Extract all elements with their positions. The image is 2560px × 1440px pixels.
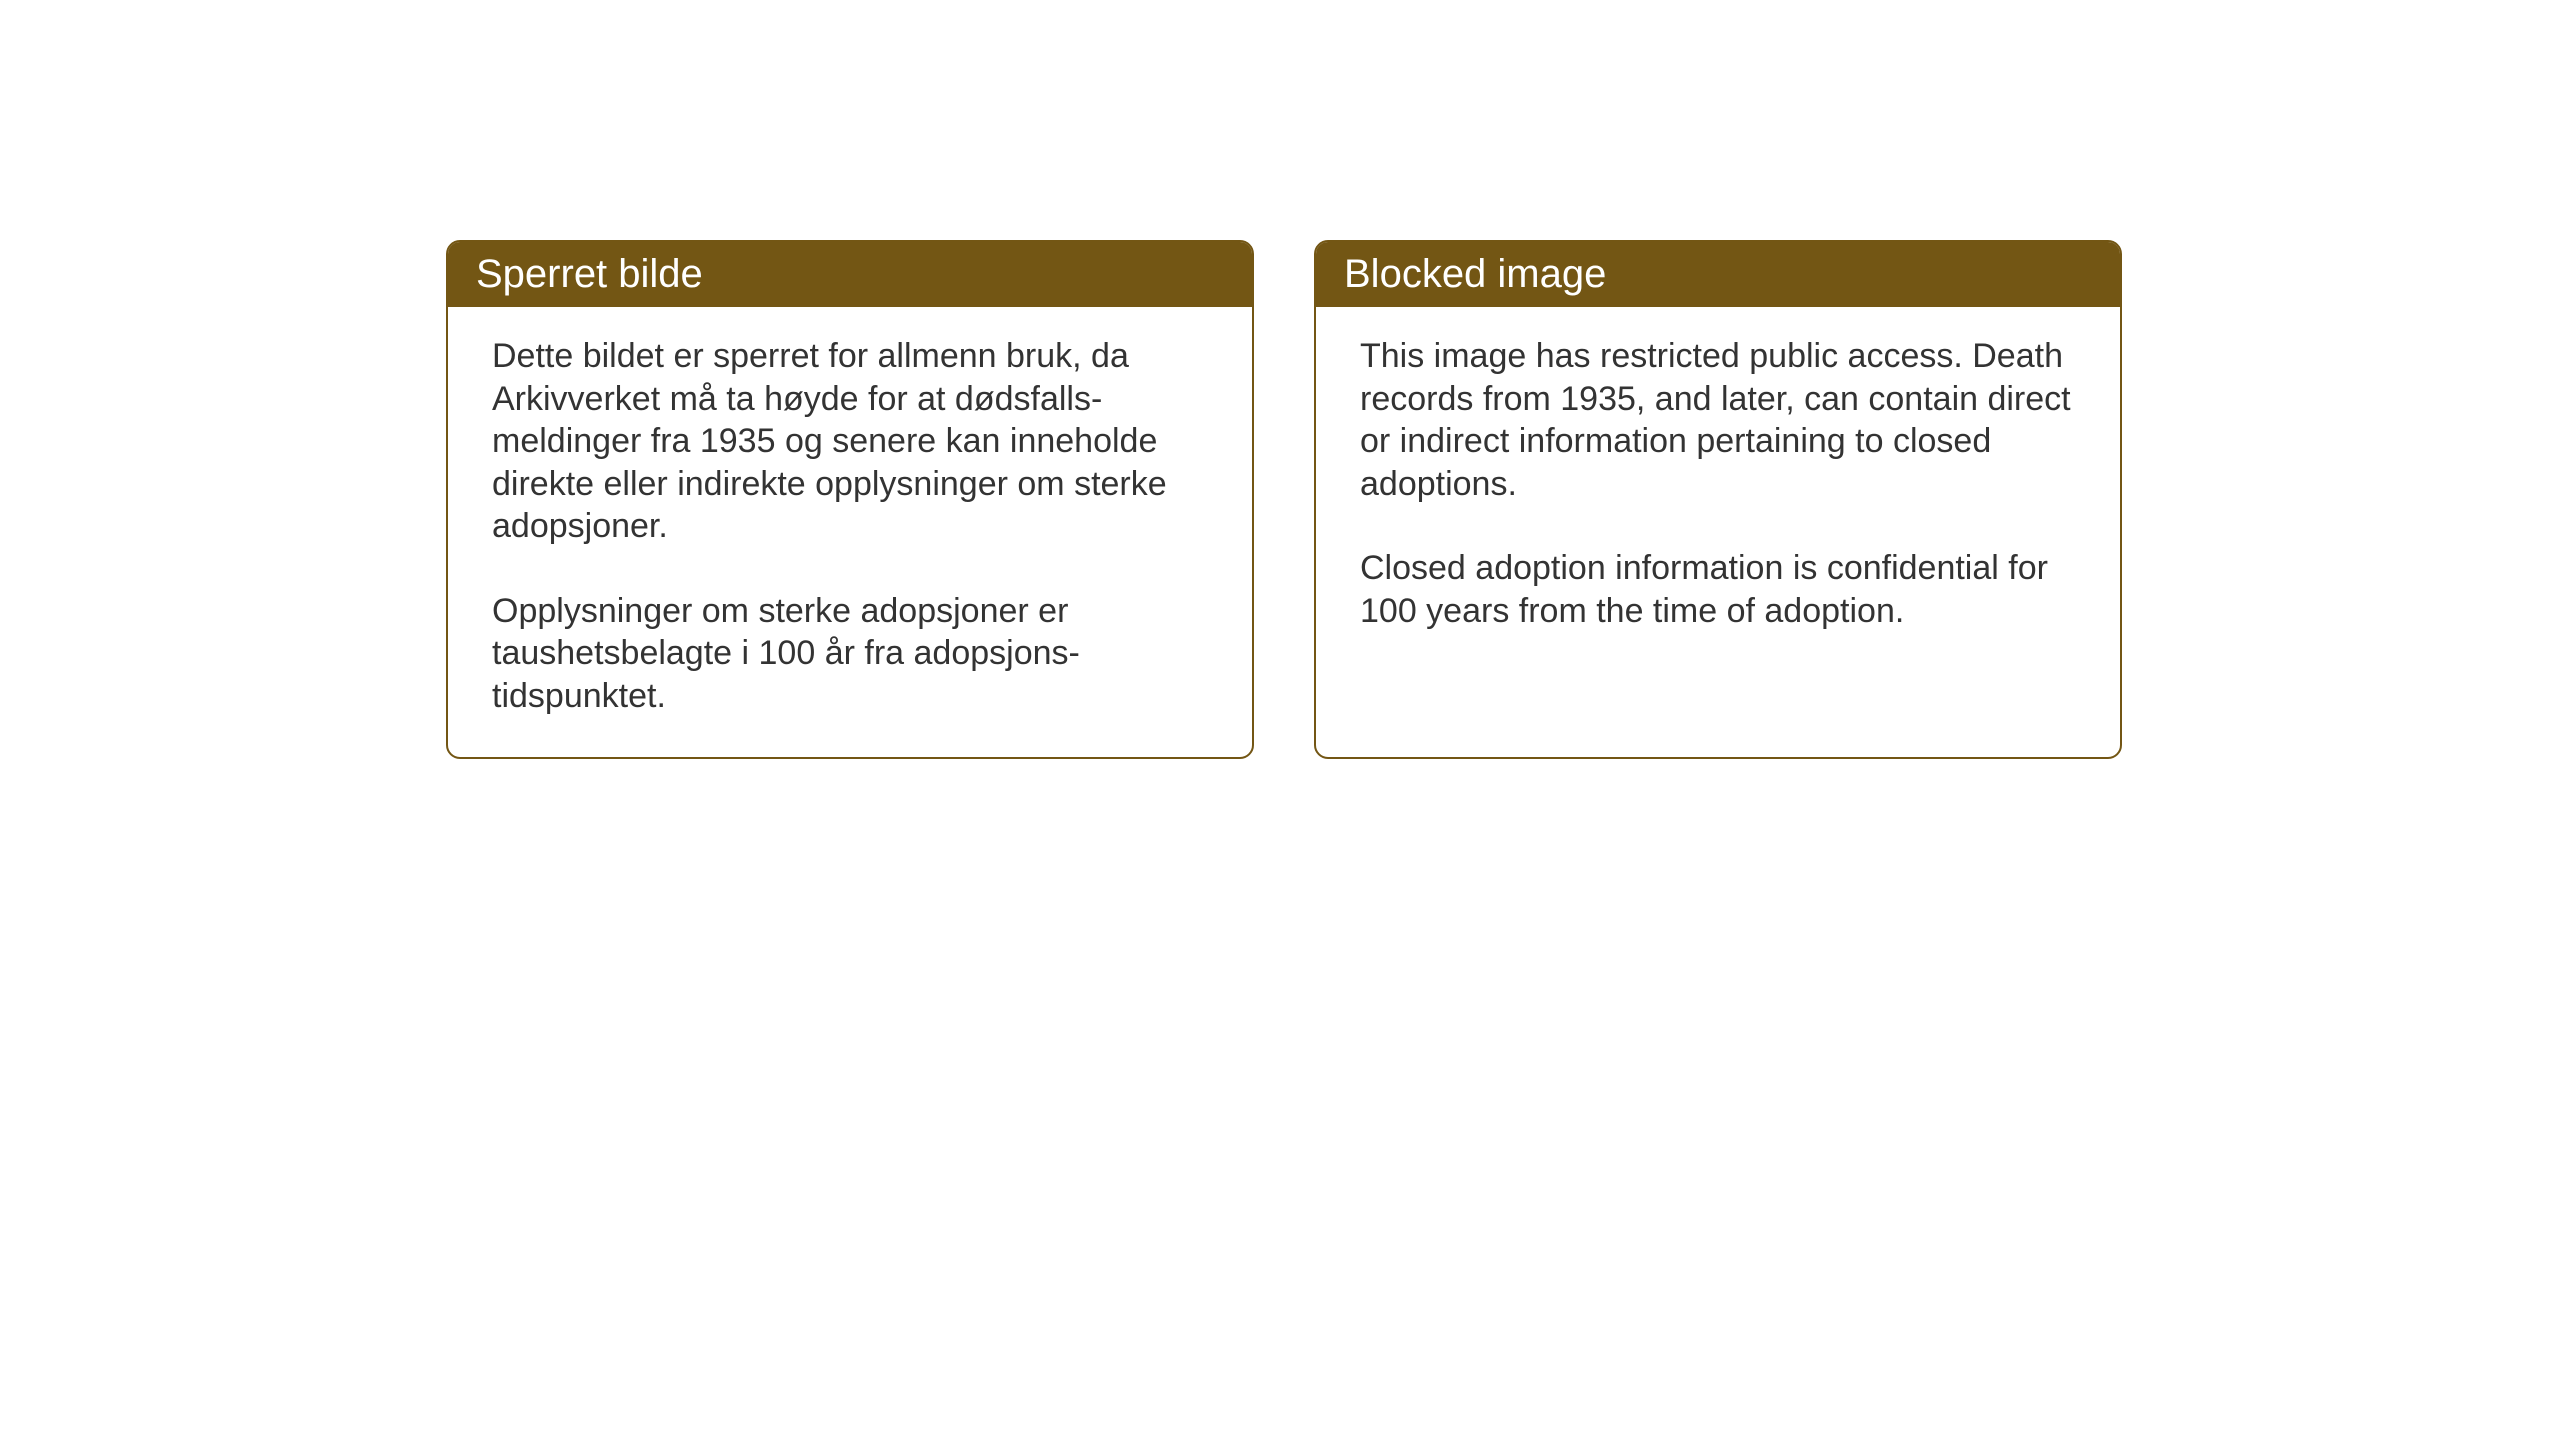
english-paragraph-1: This image has restricted public access.… — [1360, 335, 2076, 505]
norwegian-card-body: Dette bildet er sperret for allmenn bruk… — [448, 307, 1252, 757]
norwegian-paragraph-2: Opplysninger om sterke adopsjoner er tau… — [492, 590, 1208, 718]
norwegian-card: Sperret bilde Dette bildet er sperret fo… — [446, 240, 1254, 759]
english-paragraph-2: Closed adoption information is confident… — [1360, 547, 2076, 632]
english-card-body: This image has restricted public access.… — [1316, 307, 2120, 722]
norwegian-card-title: Sperret bilde — [448, 242, 1252, 307]
english-card: Blocked image This image has restricted … — [1314, 240, 2122, 759]
english-card-title: Blocked image — [1316, 242, 2120, 307]
norwegian-paragraph-1: Dette bildet er sperret for allmenn bruk… — [492, 335, 1208, 548]
cards-container: Sperret bilde Dette bildet er sperret fo… — [0, 0, 2560, 759]
